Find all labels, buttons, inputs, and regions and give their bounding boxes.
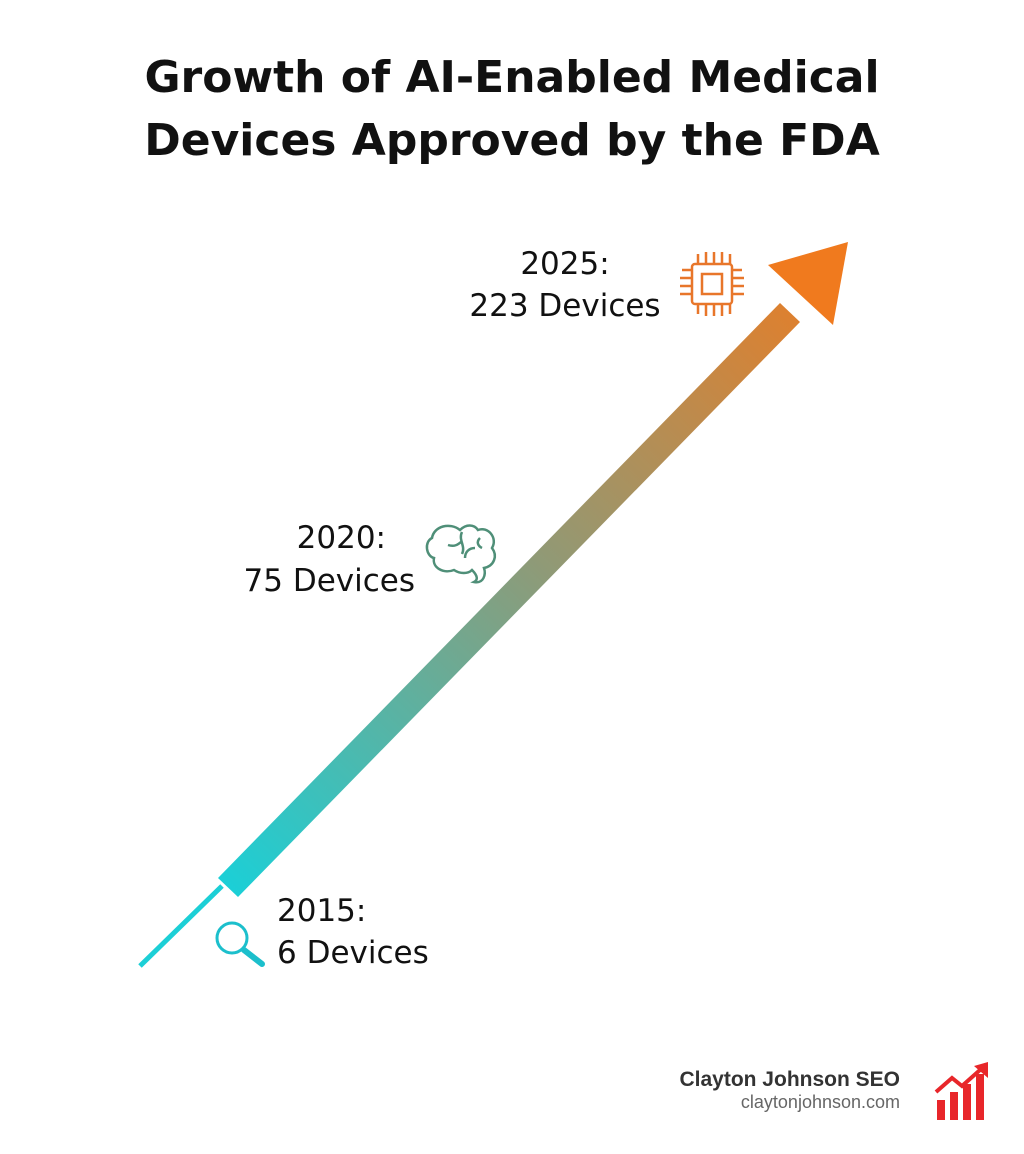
milestone-year: 2025: bbox=[520, 246, 609, 282]
milestone-year: 2015: bbox=[277, 893, 366, 929]
growth-arrow bbox=[138, 242, 848, 968]
arrow-head bbox=[768, 242, 848, 325]
brand-logo bbox=[934, 1062, 988, 1120]
milestone-count: 75 Devices bbox=[244, 563, 415, 599]
brand-name: Clayton Johnson SEO bbox=[679, 1068, 900, 1091]
chip-icon bbox=[680, 252, 744, 316]
title-line: Growth of AI-Enabled Medical bbox=[144, 52, 879, 103]
milestone-year: 2020: bbox=[297, 520, 386, 556]
milestone-count: 6 Devices bbox=[277, 935, 429, 971]
search-icon bbox=[215, 921, 265, 967]
title-line: Devices Approved by the FDA bbox=[144, 115, 880, 166]
arrow-tail bbox=[138, 884, 224, 968]
brain-icon bbox=[425, 524, 496, 584]
milestone-count: 223 Devices bbox=[469, 288, 660, 324]
brand-url: claytonjohnson.com bbox=[741, 1092, 900, 1112]
arrow-shaft bbox=[218, 303, 800, 897]
